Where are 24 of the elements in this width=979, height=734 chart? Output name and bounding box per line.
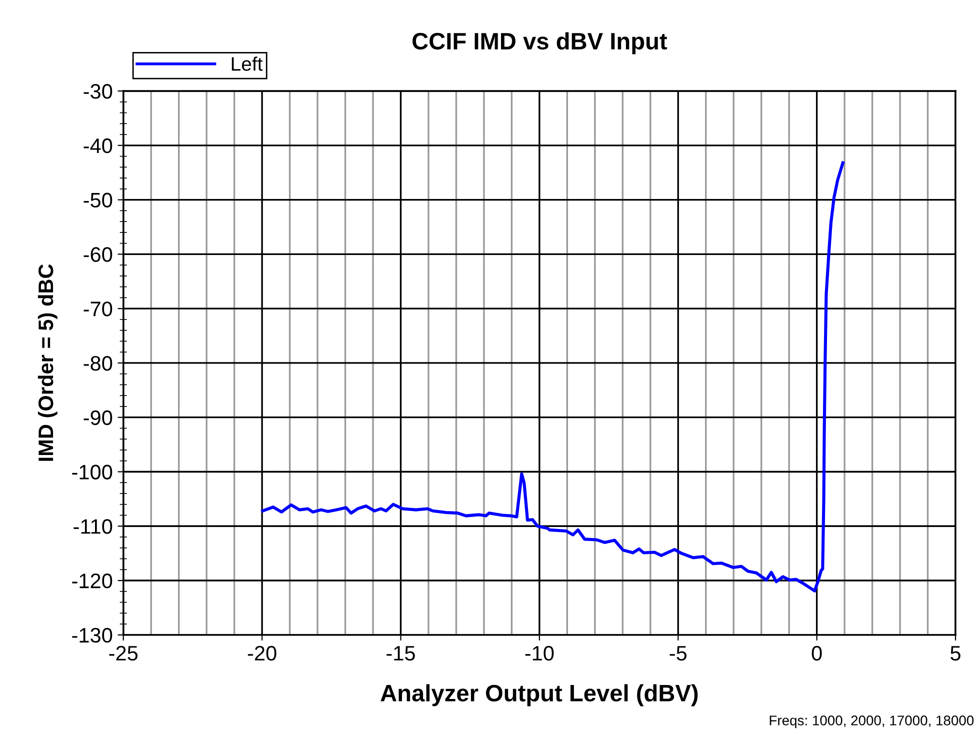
y-tick-label: -130 bbox=[72, 628, 112, 643]
x-tick-label: 0 bbox=[812, 646, 822, 661]
x-tick-label: -5 bbox=[670, 646, 687, 661]
x-tick-label: -15 bbox=[386, 646, 415, 661]
y-tick-label: -120 bbox=[72, 574, 112, 588]
x-tick-label: -10 bbox=[525, 646, 554, 661]
y-tick-label: -70 bbox=[84, 302, 112, 316]
x-tick-label: -20 bbox=[248, 646, 276, 661]
legend-label: Left bbox=[232, 56, 263, 71]
line-series bbox=[261, 161, 844, 592]
x-tick-label: -25 bbox=[109, 646, 138, 661]
y-tick-label: -30 bbox=[84, 84, 112, 99]
chart-title: CCIF IMD vs dBV Input bbox=[412, 32, 668, 54]
y-tick-label: -80 bbox=[84, 356, 112, 371]
y-tick-label: -90 bbox=[84, 410, 112, 426]
y-tick-label: -60 bbox=[84, 247, 112, 262]
y-tick-label: -40 bbox=[84, 138, 112, 154]
y-axis-title: IMD (Order = 5) dBC bbox=[38, 264, 58, 461]
x-tick-label: 5 bbox=[950, 646, 960, 661]
y-tick-label: -50 bbox=[84, 192, 112, 208]
y-tick-label: -100 bbox=[72, 464, 112, 480]
text: Freqs: 1000, 2000, 17000, 18000 bbox=[770, 716, 974, 728]
x-axis-title: Analyzer Output Level (dBV) bbox=[380, 684, 698, 706]
y-tick-label: -110 bbox=[74, 519, 112, 534]
